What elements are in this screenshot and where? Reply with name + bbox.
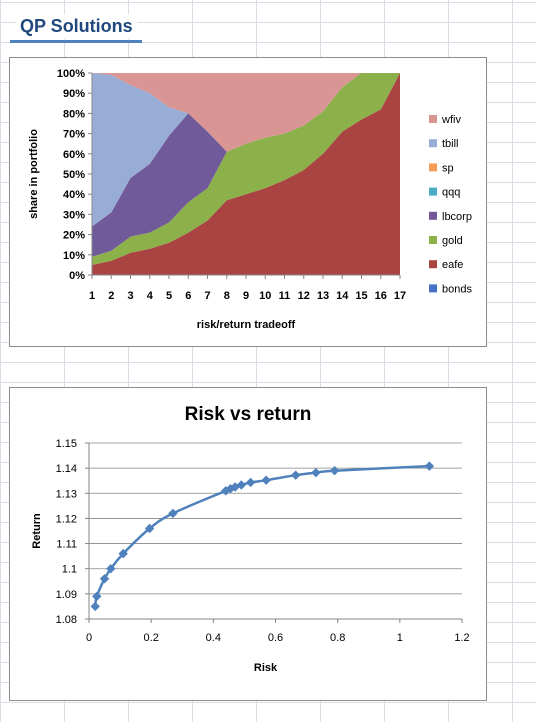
legend-swatch-tbill [429, 139, 437, 148]
data-point [290, 470, 301, 480]
x-tick-label: 17 [394, 290, 406, 302]
legend-swatch-wfiv [429, 115, 437, 123]
data-point [118, 548, 128, 559]
area-series-wfiv [92, 73, 400, 152]
title-underline [10, 40, 142, 43]
data-point [329, 465, 340, 476]
x-tick-label: 0.4 [206, 632, 221, 644]
chart-title: Risk vs return [185, 404, 312, 425]
y-tick-label: 1.13 [56, 488, 77, 500]
x-tick-label: 3 [127, 290, 133, 302]
legend-swatch-lbcorp [429, 211, 437, 220]
data-point [261, 475, 271, 485]
legend-label-lbcorp: lbcorp [442, 211, 472, 223]
y-tick-label: 1.09 [56, 589, 77, 601]
legend-label-wfiv: wfiv [441, 114, 461, 126]
y-tick-label: 30% [63, 209, 85, 221]
y-tick-label: 50% [63, 169, 85, 181]
legend-swatch-qqq [429, 187, 437, 196]
x-axis-title: risk/return tradeoff [197, 319, 296, 331]
y-tick-label: 80% [63, 108, 85, 120]
x-tick-label: 1 [89, 290, 95, 302]
page-title: QP Solutions [16, 14, 137, 39]
data-point [92, 591, 102, 602]
data-point [144, 523, 155, 534]
legend-label-bonds: bonds [442, 283, 472, 295]
area-series-lbcorp [92, 73, 400, 257]
x-axis-title: Risk [254, 662, 278, 674]
legend-label-eafe: eafe [442, 259, 463, 271]
x-tick-label: 10 [259, 290, 271, 302]
y-tick-label: 20% [63, 230, 85, 242]
scatter-chart-svg: Risk vs return 1.08 1.09 1.1 1.11 1.12 1.13 1.1… [31, 404, 470, 674]
y-tick-label: 1.14 [56, 463, 77, 475]
x-tick-label: 0.2 [144, 632, 159, 644]
x-tick-label: 0.8 [330, 632, 345, 644]
risk-return-line [93, 464, 430, 607]
x-tick-label: 2 [108, 290, 114, 302]
x-tick-label: 0 [86, 632, 92, 644]
x-tick-label: 6 [185, 290, 191, 302]
data-point [424, 461, 435, 471]
area-series-tbill [92, 73, 400, 227]
x-tick-label: 1.2 [454, 632, 469, 644]
data-point [236, 480, 247, 490]
y-tick-label: 1.08 [56, 614, 77, 626]
x-tick-label: 9 [243, 290, 249, 302]
legend-swatch-gold [429, 236, 437, 244]
y-tick-label: 1.15 [56, 438, 77, 450]
y-tick-label: 40% [63, 189, 85, 201]
area-series-gold [92, 73, 400, 265]
legend-label-sp: sp [442, 162, 454, 174]
area-chart-svg: 0%10%20%30%40%50%60%70%80%90%100%1 2 3 4 5 6 7… [28, 68, 472, 331]
data-point [90, 601, 100, 612]
legend-label-tbill: tbill [442, 138, 459, 150]
x-tick-label: 13 [317, 290, 329, 302]
x-tick-label: 16 [375, 290, 387, 302]
x-tick-label: 1 [397, 632, 403, 644]
legend-swatch-eafe [429, 260, 437, 269]
y-axis-title: share in portfolio [28, 129, 40, 219]
x-tick-label: 7 [204, 290, 210, 302]
y-tick-label: 70% [63, 129, 85, 141]
legend-label-qqq: qqq [442, 187, 460, 199]
portfolio-share-chart[interactable]: 0% 10% 20% 30% 40% 50% 60% 70% 80% 90% 100% 1 2 3 4 5 6 7… [9, 57, 487, 347]
y-tick-label: 90% [63, 88, 85, 100]
y-tick-label: 60% [63, 149, 85, 161]
data-point [311, 467, 321, 478]
y-tick-label: 1.12 [56, 513, 77, 525]
data-point [168, 508, 178, 519]
x-tick-label: 4 [147, 290, 154, 302]
y-tick-label: 1.11 [56, 539, 77, 551]
y-tick-label: 100% [57, 68, 85, 80]
data-point [106, 564, 116, 574]
area-series-eafe [92, 73, 400, 275]
x-tick-label: 8 [224, 290, 230, 302]
x-tick-label: 5 [166, 290, 172, 302]
legend-label-gold: gold [442, 235, 463, 247]
y-axis-title: Return [31, 513, 43, 549]
legend-swatch-sp [429, 163, 437, 172]
legend-swatch-bonds [429, 284, 437, 293]
data-point [99, 574, 110, 584]
x-tick-label: 14 [336, 290, 349, 302]
data-point [245, 477, 256, 488]
x-tick-label: 12 [298, 290, 310, 302]
risk-return-chart[interactable]: Risk vs return 1.08 1.09 1.1 1.11 1.12 1.13 1.1… [9, 387, 487, 701]
x-tick-label: 15 [355, 290, 367, 302]
x-tick-label: 11 [279, 290, 291, 302]
x-tick-label: 0.6 [268, 632, 283, 644]
y-tick-label: 0% [69, 270, 85, 282]
y-tick-label: 10% [63, 250, 85, 262]
y-tick-label: 1.1 [62, 564, 77, 576]
